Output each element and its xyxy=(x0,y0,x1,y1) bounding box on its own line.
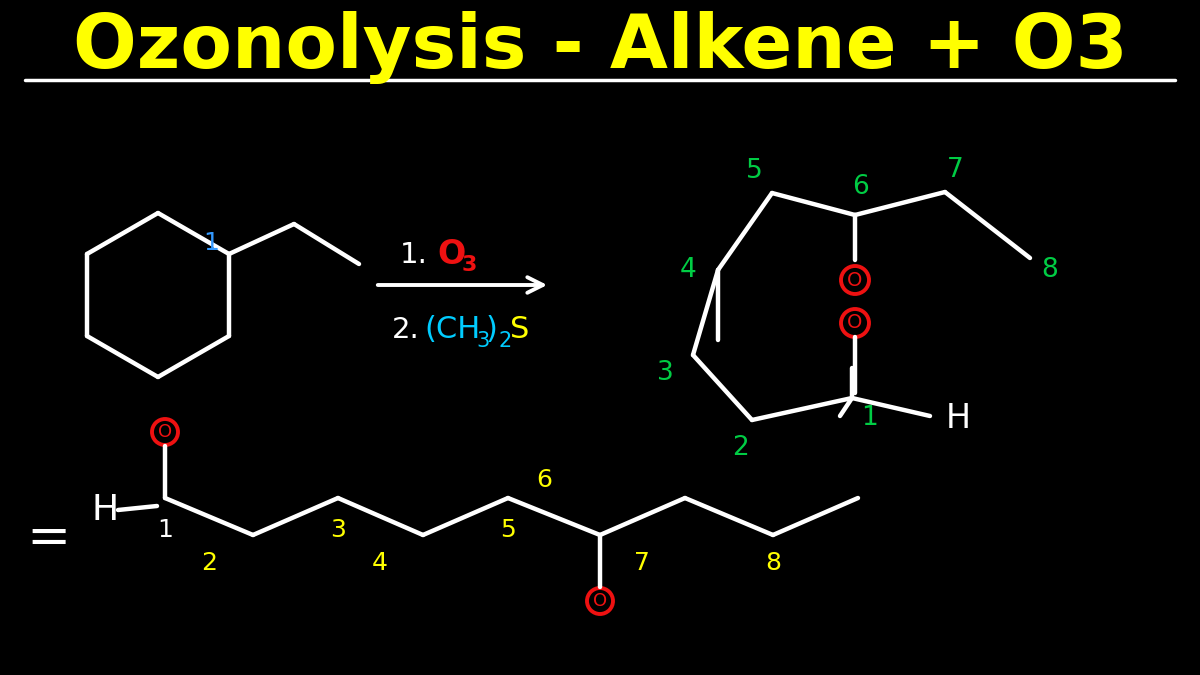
Text: =: = xyxy=(26,512,70,564)
Text: O: O xyxy=(437,238,466,271)
Text: 2: 2 xyxy=(498,331,511,351)
Text: 5: 5 xyxy=(500,518,516,542)
Text: O: O xyxy=(158,423,172,441)
Text: H: H xyxy=(91,493,119,527)
Text: 2: 2 xyxy=(202,551,217,575)
Text: 1: 1 xyxy=(203,232,218,256)
Text: 3: 3 xyxy=(330,518,346,542)
Text: 3: 3 xyxy=(476,331,490,351)
Text: 4: 4 xyxy=(679,257,696,283)
Text: H: H xyxy=(946,402,971,435)
Text: S: S xyxy=(510,315,529,344)
Text: 3: 3 xyxy=(656,360,673,386)
Text: 7: 7 xyxy=(947,157,964,183)
Text: (CH: (CH xyxy=(424,315,480,344)
Text: O: O xyxy=(847,271,863,290)
Text: 8: 8 xyxy=(766,551,781,575)
Text: 1: 1 xyxy=(157,518,173,542)
Text: 3: 3 xyxy=(462,255,478,275)
Text: 8: 8 xyxy=(1042,257,1058,283)
Text: ): ) xyxy=(486,315,498,344)
Text: Ozonolysis - Alkene + O3: Ozonolysis - Alkene + O3 xyxy=(73,11,1127,84)
Text: 6: 6 xyxy=(852,174,869,200)
Text: 7: 7 xyxy=(634,551,650,575)
Text: 2: 2 xyxy=(732,435,749,461)
Text: 5: 5 xyxy=(745,158,762,184)
Text: 1: 1 xyxy=(862,405,878,431)
Text: 4: 4 xyxy=(372,551,388,575)
Text: 2.: 2. xyxy=(392,316,420,344)
Text: O: O xyxy=(593,592,607,610)
Text: 6: 6 xyxy=(536,468,552,492)
Text: 1.: 1. xyxy=(400,241,428,269)
Text: O: O xyxy=(847,313,863,333)
